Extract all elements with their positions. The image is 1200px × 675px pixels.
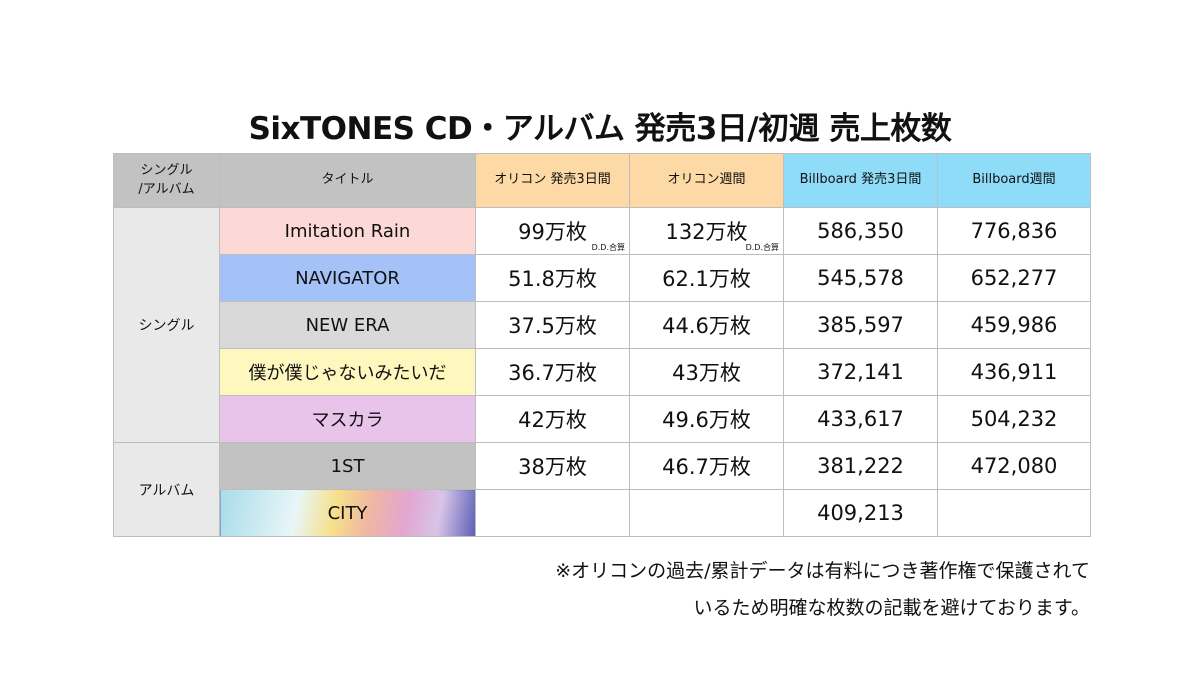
title-cell: Imitation Rain xyxy=(219,207,476,255)
oriconw-cell: 62.1万枚 xyxy=(629,254,784,302)
column-header: Billboard 発売3日間 xyxy=(783,153,938,208)
value: 38万枚 xyxy=(518,455,587,479)
title-cell: マスカラ xyxy=(219,395,476,443)
bb3-cell: 385,597 xyxy=(783,301,938,349)
column-header: Billboard週間 xyxy=(937,153,1091,208)
oriconw-cell: 43万枚 xyxy=(629,348,784,396)
title-cell: 1ST xyxy=(219,442,476,490)
oriconw-cell: 44.6万枚 xyxy=(629,301,784,349)
oricon3-cell xyxy=(475,489,630,537)
value: 44.6万枚 xyxy=(662,314,751,338)
value: 459,986 xyxy=(970,313,1058,337)
bb3-cell: 381,222 xyxy=(783,442,938,490)
bbw-cell: 776,836 xyxy=(937,207,1091,255)
value: 586,350 xyxy=(817,219,904,243)
oricon3-cell: 37.5万枚 xyxy=(475,301,630,349)
table-row: CITY 409,213 xyxy=(114,489,1091,537)
category-cell: アルバム xyxy=(113,442,220,537)
table-row: NAVIGATOR 51.8万枚 62.1万枚 545,578 652,277 xyxy=(114,254,1091,302)
oricon3-cell: 99万枚 D.D.合算 xyxy=(475,207,630,255)
title-cell: CITY xyxy=(219,489,476,537)
value: 132万枚 xyxy=(665,220,748,244)
value: 436,911 xyxy=(970,360,1058,384)
bbw-cell: 436,911 xyxy=(937,348,1091,396)
table-row: アルバム 1ST 38万枚 46.7万枚 381,222 472,080 xyxy=(113,442,1091,537)
oriconw-cell: 132万枚 D.D.合算 xyxy=(629,207,784,255)
value: 49.6万枚 xyxy=(662,408,751,432)
value: 62.1万枚 xyxy=(662,267,751,291)
value: 545,578 xyxy=(817,266,904,290)
oriconw-cell: 46.7万枚 xyxy=(629,442,784,490)
bbw-cell: 472,080 xyxy=(937,442,1091,490)
oriconw-cell: 49.6万枚 xyxy=(629,395,784,443)
table-row: 僕が僕じゃないみたいだ 36.7万枚 43万枚 372,141 436,911 xyxy=(114,348,1091,396)
title-cell: NEW ERA xyxy=(219,301,476,349)
column-header: タイトル xyxy=(219,153,476,208)
table-row: マスカラ 42万枚 49.6万枚 433,617 504,232 xyxy=(114,395,1091,443)
value: 776,836 xyxy=(970,219,1058,243)
value: 372,141 xyxy=(817,360,904,384)
value: 51.8万枚 xyxy=(508,267,597,291)
footnote-line-2: いるため明確な枚数の記載を避けております。 xyxy=(693,597,1090,619)
note: D.D.合算 xyxy=(591,243,625,252)
bbw-cell xyxy=(937,489,1091,537)
value: 381,222 xyxy=(817,454,904,478)
footnote-line-1: ※オリコンの過去/累計データは有料につき著作権で保護されて xyxy=(555,560,1090,582)
table-row: NEW ERA 37.5万枚 44.6万枚 385,597 459,986 xyxy=(114,301,1091,349)
value: 504,232 xyxy=(970,407,1058,431)
oricon3-cell: 51.8万枚 xyxy=(475,254,630,302)
value: 652,277 xyxy=(970,266,1058,290)
bbw-cell: 459,986 xyxy=(937,301,1091,349)
column-header: シングル /アルバム xyxy=(113,153,220,208)
bb3-cell: 433,617 xyxy=(783,395,938,443)
column-header: オリコン 発売3日間 xyxy=(475,153,630,208)
oricon3-cell: 38万枚 xyxy=(475,442,630,490)
sales-table: シングル /アルバム タイトル オリコン 発売3日間 オリコン週間 Billboard … xyxy=(113,153,1091,537)
value: 43万枚 xyxy=(672,361,741,385)
bb3-cell: 586,350 xyxy=(783,207,938,255)
oricon3-cell: 36.7万枚 xyxy=(475,348,630,396)
title-cell: NAVIGATOR xyxy=(219,254,476,302)
bbw-cell: 652,277 xyxy=(937,254,1091,302)
value: 42万枚 xyxy=(518,408,587,432)
value: 99万枚 xyxy=(518,220,587,244)
value: 433,617 xyxy=(817,407,904,431)
value: 409,213 xyxy=(817,501,904,525)
header-row: シングル /アルバム タイトル オリコン 発売3日間 オリコン週間 Billboard … xyxy=(113,153,1091,208)
column-header: オリコン週間 xyxy=(629,153,784,208)
category-cell: シングル xyxy=(113,207,220,443)
value: 36.7万枚 xyxy=(508,361,597,385)
value: 37.5万枚 xyxy=(508,314,597,338)
bb3-cell: 409,213 xyxy=(783,489,938,537)
title-cell: 僕が僕じゃないみたいだ xyxy=(219,348,476,396)
value: 472,080 xyxy=(970,454,1058,478)
bbw-cell: 504,232 xyxy=(937,395,1091,443)
bb3-cell: 372,141 xyxy=(783,348,938,396)
oricon3-cell: 42万枚 xyxy=(475,395,630,443)
page-title: SixTONES CD・アルバム 発売3日/初週 売上枚数 xyxy=(248,111,952,147)
oriconw-cell xyxy=(629,489,784,537)
value: 385,597 xyxy=(817,313,904,337)
table-row: シングル Imitation Rain 99万枚 D.D.合算 132万枚 D.D.合算 5… xyxy=(113,207,1091,443)
value: 46.7万枚 xyxy=(662,455,751,479)
note: D.D.合算 xyxy=(745,243,779,252)
bb3-cell: 545,578 xyxy=(783,254,938,302)
